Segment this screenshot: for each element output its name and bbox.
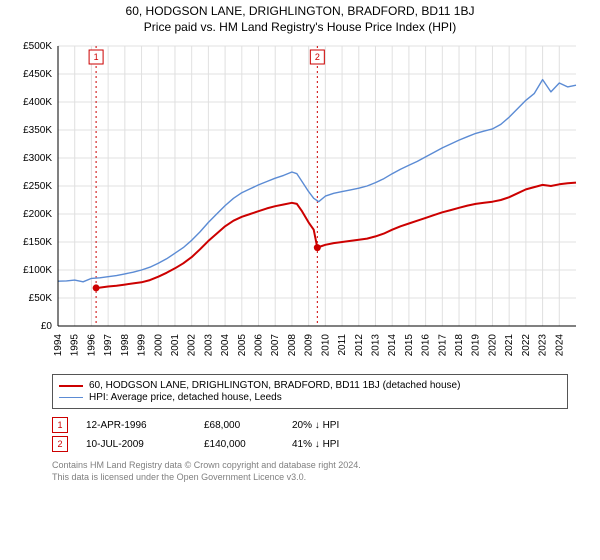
svg-text:£50K: £50K	[29, 293, 53, 304]
legend-label-property: 60, HODGSON LANE, DRIGHLINGTON, BRADFORD…	[89, 380, 460, 391]
svg-text:2015: 2015	[404, 334, 415, 357]
event-row-2: 2 10-JUL-2009 £140,000 41% ↓ HPI	[52, 436, 568, 452]
svg-text:2008: 2008	[287, 334, 298, 357]
svg-text:2001: 2001	[170, 334, 181, 357]
svg-text:2021: 2021	[504, 334, 515, 357]
svg-text:2014: 2014	[387, 334, 398, 357]
svg-text:2000: 2000	[153, 334, 164, 357]
svg-text:2024: 2024	[554, 334, 565, 357]
svg-text:2013: 2013	[370, 334, 381, 357]
svg-text:2016: 2016	[421, 334, 432, 357]
svg-text:1997: 1997	[103, 334, 114, 357]
title-block: 60, HODGSON LANE, DRIGHLINGTON, BRADFORD…	[10, 4, 590, 34]
event-price-2: £140,000	[204, 439, 274, 450]
svg-text:£0: £0	[41, 321, 53, 332]
svg-text:2010: 2010	[320, 334, 331, 357]
svg-text:2003: 2003	[203, 334, 214, 357]
chart-container: 60, HODGSON LANE, DRIGHLINGTON, BRADFORD…	[0, 0, 600, 560]
event-date-2: 10-JUL-2009	[86, 439, 186, 450]
event-table: 1 12-APR-1996 £68,000 20% ↓ HPI 2 10-JUL…	[52, 417, 568, 452]
svg-text:1: 1	[94, 52, 99, 62]
svg-text:2018: 2018	[454, 334, 465, 357]
event-diff-2: 41% ↓ HPI	[292, 439, 372, 450]
svg-text:2004: 2004	[220, 334, 231, 357]
svg-text:2002: 2002	[187, 334, 198, 357]
legend-item-property: 60, HODGSON LANE, DRIGHLINGTON, BRADFORD…	[59, 380, 561, 391]
event-row-1: 1 12-APR-1996 £68,000 20% ↓ HPI	[52, 417, 568, 433]
svg-text:£150K: £150K	[23, 237, 52, 248]
legend-item-hpi: HPI: Average price, detached house, Leed…	[59, 392, 561, 403]
legend-swatch-property	[59, 385, 83, 387]
svg-text:2005: 2005	[237, 334, 248, 357]
svg-text:1998: 1998	[120, 334, 131, 357]
svg-text:£500K: £500K	[23, 41, 52, 52]
event-marker-2: 2	[52, 436, 68, 452]
event-diff-1: 20% ↓ HPI	[292, 420, 372, 431]
legend-swatch-hpi	[59, 397, 83, 398]
svg-text:2007: 2007	[270, 334, 281, 357]
event-marker-1: 1	[52, 417, 68, 433]
svg-text:£400K: £400K	[23, 97, 52, 108]
svg-text:2011: 2011	[337, 334, 348, 356]
svg-text:2020: 2020	[487, 334, 498, 357]
legend: 60, HODGSON LANE, DRIGHLINGTON, BRADFORD…	[52, 374, 568, 409]
svg-text:2022: 2022	[521, 334, 532, 357]
svg-text:2023: 2023	[538, 334, 549, 357]
svg-text:1994: 1994	[53, 334, 64, 357]
svg-text:2012: 2012	[354, 334, 365, 357]
svg-text:£300K: £300K	[23, 153, 52, 164]
svg-text:2009: 2009	[304, 334, 315, 357]
svg-text:2: 2	[315, 52, 320, 62]
footnote-line-1: Contains HM Land Registry data © Crown c…	[52, 460, 568, 472]
event-price-1: £68,000	[204, 420, 274, 431]
svg-text:2006: 2006	[254, 334, 265, 357]
svg-text:£200K: £200K	[23, 209, 52, 220]
svg-text:2019: 2019	[471, 334, 482, 357]
svg-text:2017: 2017	[437, 334, 448, 357]
svg-text:1999: 1999	[137, 334, 148, 357]
svg-text:£350K: £350K	[23, 125, 52, 136]
svg-text:£250K: £250K	[23, 181, 52, 192]
title-line-2: Price paid vs. HM Land Registry's House …	[10, 20, 590, 34]
svg-text:£450K: £450K	[23, 69, 52, 80]
event-date-1: 12-APR-1996	[86, 420, 186, 431]
title-line-1: 60, HODGSON LANE, DRIGHLINGTON, BRADFORD…	[10, 4, 590, 18]
footnote-line-2: This data is licensed under the Open Gov…	[52, 472, 568, 484]
footnote: Contains HM Land Registry data © Crown c…	[52, 460, 568, 483]
svg-text:£100K: £100K	[23, 265, 52, 276]
svg-text:1995: 1995	[70, 334, 81, 357]
svg-text:1996: 1996	[86, 334, 97, 357]
legend-label-hpi: HPI: Average price, detached house, Leed…	[89, 392, 282, 403]
chart-svg: £0 £50K £100K £150K £200K £250K £300K £350K £400…	[10, 38, 590, 368]
chart-area: £0 £50K £100K £150K £200K £250K £300K £350K £400…	[10, 38, 590, 368]
